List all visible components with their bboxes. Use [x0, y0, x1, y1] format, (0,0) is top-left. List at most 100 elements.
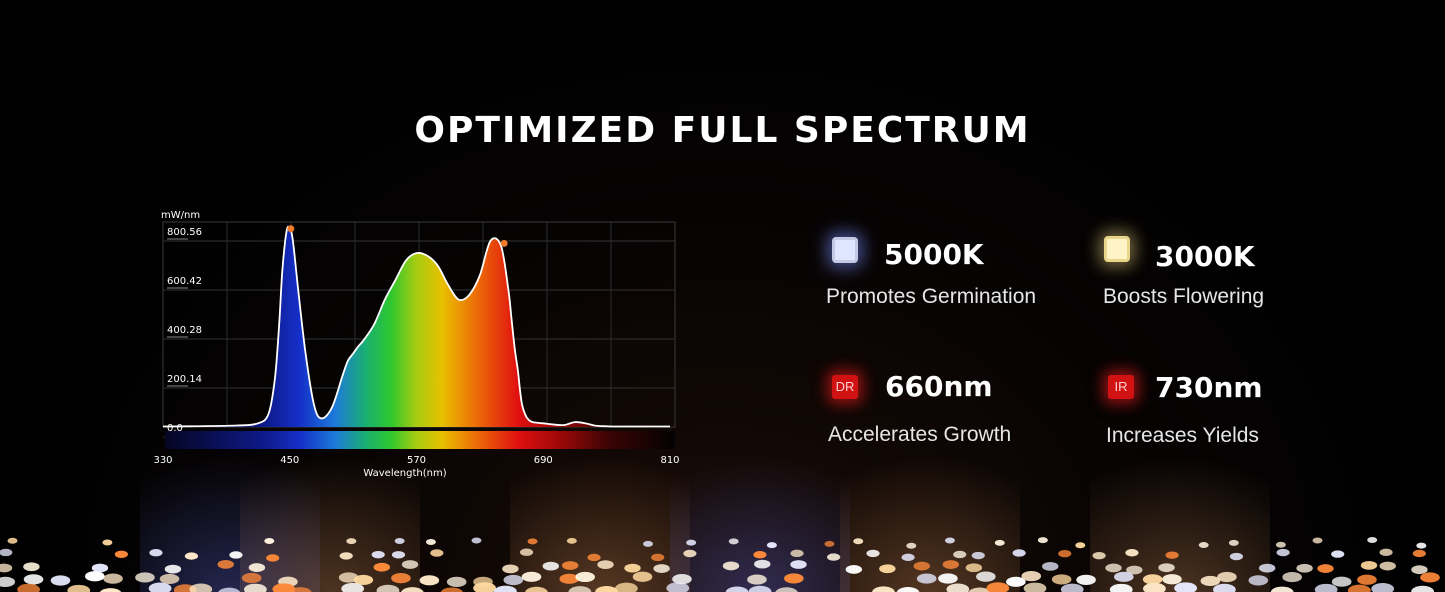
led-light-dot [986, 582, 1010, 592]
led-light-dot [748, 585, 772, 592]
led-light-dot [99, 588, 122, 592]
led-light-dot [394, 538, 405, 545]
led-light-dot [1114, 571, 1134, 582]
led-light-dot [1174, 582, 1198, 592]
led-light-dot [666, 582, 690, 592]
peak-markers [287, 225, 508, 247]
led-light-dot [1411, 585, 1435, 592]
led-light-dot [1051, 574, 1072, 585]
led-light-dot [561, 561, 579, 570]
led-light-dot [1023, 582, 1047, 592]
led-light-dot [164, 564, 182, 574]
led-light-dot [148, 582, 172, 592]
led-light-dot [1158, 563, 1175, 573]
led-light-dot [866, 549, 880, 558]
led-light-dot [502, 564, 519, 574]
deep-red-led-chip-icon: DR [832, 375, 858, 399]
led-light-dot [353, 574, 374, 586]
feature-value: 3000K [1155, 240, 1255, 273]
led-light-dot [624, 563, 641, 573]
spectrum-color-bar [165, 431, 675, 449]
x-axis-ticks: 330 450 570 690 810 [153, 455, 679, 466]
led-light-dot [643, 540, 654, 547]
led-light-dot [1420, 572, 1440, 583]
led-light-dot [1125, 549, 1139, 557]
led-light-dot [289, 587, 312, 592]
peak-marker [500, 239, 508, 247]
led-light-dot [430, 549, 444, 557]
led-light-dot [1258, 563, 1276, 573]
feature-description: Increases Yields [1106, 424, 1259, 447]
x-tick-label: 690 [534, 455, 553, 466]
led-light-dot [159, 573, 180, 585]
led-light-dot [725, 586, 749, 592]
led-light-dot [754, 559, 771, 569]
led-light-dot [559, 573, 580, 584]
x-tick-label: 330 [153, 455, 172, 466]
led-light-dot [1411, 565, 1428, 575]
led-light-dot [1379, 561, 1396, 571]
x-tick-label: 810 [660, 455, 679, 466]
led-light-dot [0, 576, 16, 588]
led-light-dot [653, 564, 670, 573]
led-light-dot [747, 574, 767, 585]
led-light-dot [1092, 551, 1106, 560]
led-light-dot [85, 571, 105, 582]
y-axis-ticks: 0.0 200.14 400.28 600.42 800.56 [167, 227, 202, 436]
x-tick-label: 450 [280, 455, 299, 466]
white-led-chip-icon [832, 237, 858, 263]
led-light-dot [23, 562, 40, 572]
led-light-dot [971, 551, 985, 560]
led-light-dot [1105, 563, 1122, 573]
led-light-dot [264, 538, 275, 545]
led-light-dot [879, 564, 896, 574]
led-light-dot [994, 539, 1005, 546]
led-light-dot [542, 561, 560, 571]
led-light-dot [371, 550, 385, 559]
led-light-dot [965, 563, 983, 573]
led-light-dot [1198, 542, 1209, 549]
led-light-dot [1060, 583, 1084, 592]
led-light-dot [568, 586, 592, 592]
led-light-dot [471, 537, 482, 544]
y-tick-label: 800.56 [167, 227, 202, 238]
warm-led-chip-icon [1104, 236, 1130, 262]
led-light-dot [391, 573, 411, 584]
spectrum-chart: 0.0 200.14 400.28 600.42 800.56 330 450 570 690… [153, 210, 679, 479]
led-light-dot [1276, 548, 1290, 557]
led-light-dot [1200, 575, 1221, 587]
x-axis-label: Wavelength(nm) [363, 468, 446, 479]
led-light-dot [872, 586, 895, 592]
led-light-dot [473, 582, 496, 592]
led-light-dot [942, 560, 960, 569]
led-light-dot [1075, 542, 1086, 549]
led-light-dot [672, 573, 692, 585]
led-light-dot [1165, 551, 1179, 559]
led-light-dot [1317, 564, 1334, 573]
led-light-dot [651, 553, 665, 562]
led-light-dot [790, 549, 804, 558]
led-light-dot [566, 537, 577, 544]
led-light-dot [184, 552, 199, 560]
led-light-dot [946, 583, 970, 592]
led-light-dot [341, 582, 365, 592]
led-light-dot [614, 582, 638, 592]
led-light-dot [595, 586, 618, 592]
led-light-dot [521, 571, 542, 582]
y-tick-label: 400.28 [167, 325, 202, 336]
led-light-dot [1312, 537, 1323, 544]
led-light-dot [1275, 541, 1286, 548]
led-light-dot [1331, 576, 1352, 587]
led-light-dot [50, 575, 71, 586]
led-light-dot [338, 572, 359, 583]
led-light-dot [1076, 574, 1096, 585]
led-light-dot [446, 576, 467, 587]
led-light-dot [1282, 571, 1302, 583]
led-light-dot [1006, 576, 1026, 587]
led-light-dot [103, 573, 123, 584]
feature-description: Accelerates Growth [828, 423, 1012, 446]
led-light-dot [575, 571, 595, 583]
led-light-dot [1360, 560, 1378, 570]
led-light-dot [440, 587, 463, 592]
led-light-dot [339, 552, 353, 560]
